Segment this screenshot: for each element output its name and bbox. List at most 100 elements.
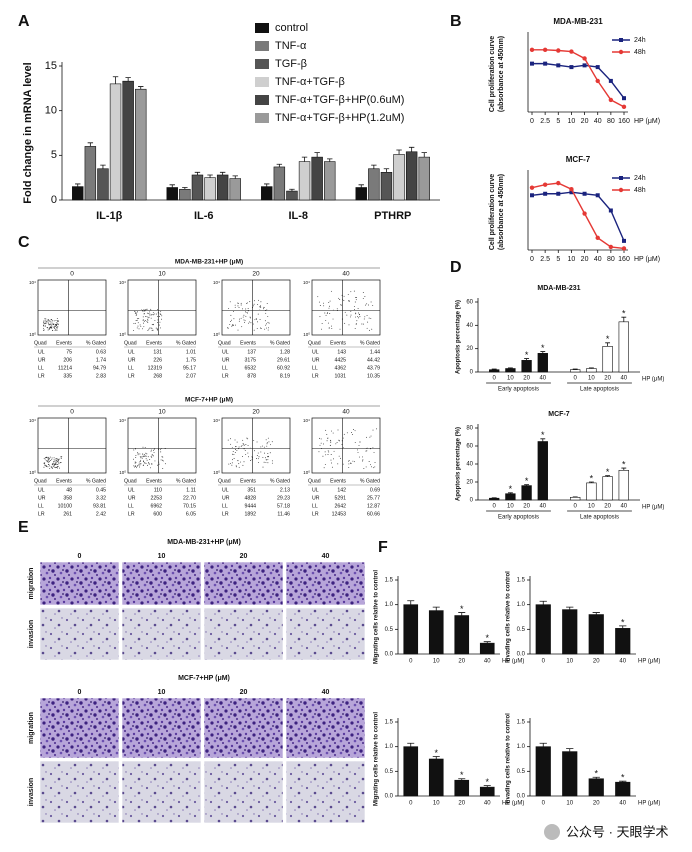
event-dot	[134, 466, 136, 468]
event-dot	[144, 320, 146, 321]
table-cell: UR	[128, 495, 136, 501]
error-bar	[100, 164, 106, 169]
event-dot	[257, 299, 259, 301]
event-dot	[43, 329, 44, 331]
event-dot	[147, 330, 149, 332]
event-dot	[247, 308, 249, 309]
event-dot	[136, 327, 138, 329]
event-dot	[55, 320, 57, 321]
event-dot	[52, 330, 54, 331]
point	[622, 238, 626, 243]
event-dot	[234, 439, 236, 441]
event-dot	[229, 301, 231, 303]
bar	[588, 778, 604, 797]
event-dot	[350, 314, 352, 316]
event-dot	[137, 325, 139, 327]
event-dot	[263, 446, 265, 448]
event-dot	[151, 463, 153, 465]
event-dot	[150, 456, 152, 458]
x-tick-label: 2.5	[540, 118, 550, 125]
event-dot	[230, 314, 232, 316]
event-dot	[323, 467, 325, 469]
micrograph	[285, 607, 366, 661]
event-dot	[361, 323, 363, 325]
event-dot	[324, 451, 326, 453]
event-dot	[233, 454, 235, 456]
event-dot	[258, 456, 260, 458]
table-cell: 1.44	[370, 349, 380, 355]
x-tick-label: 10	[433, 659, 440, 665]
error-bar	[588, 481, 594, 483]
x-tick-label: 10	[566, 659, 573, 665]
event-dot	[240, 302, 242, 304]
event-dot	[47, 320, 49, 322]
table-cell: UR	[312, 495, 320, 501]
event-dot	[250, 317, 251, 319]
event-dot	[139, 464, 141, 466]
x-tick-label: 10	[566, 801, 573, 807]
table-header: Quad	[308, 478, 321, 484]
significance-marker: *	[622, 309, 626, 319]
significance-marker: *	[485, 633, 489, 643]
event-dot	[325, 429, 327, 431]
event-dot	[365, 436, 367, 438]
event-dot	[368, 461, 370, 462]
event-dot	[331, 430, 332, 432]
event-dot	[160, 314, 162, 315]
table-cell: 9444	[244, 503, 256, 509]
error-bar	[566, 606, 574, 610]
x-tick-label: 20	[581, 256, 589, 263]
y-tick-label: 0.0	[517, 652, 526, 658]
x-tick-label: 40	[594, 118, 602, 125]
event-dot	[263, 308, 265, 310]
event-dot	[244, 320, 246, 322]
event-dot	[267, 315, 269, 317]
event-dot	[355, 323, 357, 325]
legend-swatch	[255, 59, 269, 69]
event-dot	[54, 325, 56, 327]
event-dot	[234, 324, 236, 326]
event-dot	[267, 437, 269, 439]
event-dot	[376, 428, 378, 430]
event-dot	[348, 324, 350, 326]
x-tick-label: 20	[523, 376, 530, 382]
bar	[505, 368, 516, 373]
event-dot	[329, 444, 331, 446]
dose-label: 20	[252, 409, 260, 416]
table-cell: 70.15	[183, 503, 196, 509]
event-dot	[241, 326, 243, 328]
event-dot	[267, 462, 269, 464]
point	[621, 246, 627, 251]
column-label: 0	[78, 689, 82, 696]
event-dot	[240, 445, 242, 447]
table-cell: 4828	[244, 495, 256, 501]
event-dot	[325, 454, 327, 456]
event-dot	[154, 313, 156, 315]
event-dot	[265, 327, 267, 329]
x-tick-label: 20	[593, 659, 600, 665]
event-dot	[266, 443, 268, 445]
axis-label: 10⁰	[303, 332, 310, 337]
error-bar	[87, 142, 94, 147]
micrograph	[39, 760, 120, 824]
bar	[418, 156, 430, 201]
table-cell: LR	[222, 373, 229, 379]
x-tick-label: 0	[409, 801, 413, 807]
event-dot	[157, 309, 159, 311]
event-dot	[139, 456, 141, 458]
y-axis-label: Fold change in mRNA level	[22, 62, 34, 203]
event-dot	[48, 463, 50, 465]
bar	[72, 186, 84, 201]
table-header: Events	[330, 478, 346, 484]
event-dot	[54, 464, 56, 466]
x-tick-label: 20	[593, 801, 600, 807]
event-dot	[347, 293, 349, 295]
significance-marker: *	[434, 748, 438, 758]
event-dot	[48, 459, 50, 461]
event-dot	[55, 325, 57, 327]
event-dot	[239, 318, 240, 320]
point	[530, 61, 534, 66]
point	[582, 191, 587, 196]
event-dot	[134, 313, 136, 315]
event-dot	[363, 323, 365, 325]
